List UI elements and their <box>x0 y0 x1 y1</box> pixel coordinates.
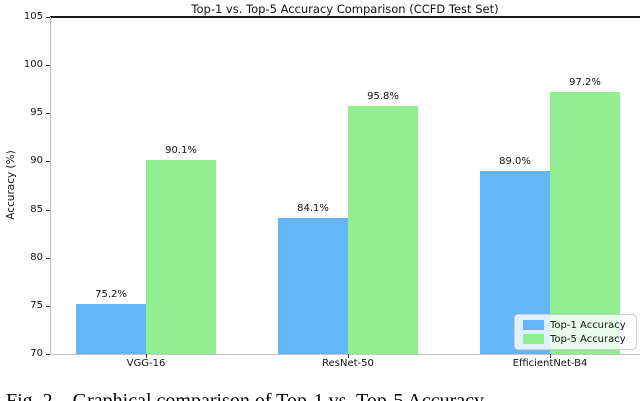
x-tick-mark <box>348 354 349 358</box>
bar-top-1-accuracy-vgg-16 <box>76 303 146 354</box>
y-tick-label: 95 <box>30 107 43 119</box>
x-tick-label: VGG-16 <box>126 358 166 369</box>
y-tick-mark <box>46 17 50 18</box>
legend-entry: Top-5 Accuracy <box>515 334 636 345</box>
bar-value-label: 90.1% <box>165 145 197 157</box>
figure-caption: Fig. 2. Graphical comparison of Top-1 vs… <box>6 390 485 401</box>
bar-top-1-accuracy-resnet-50 <box>278 218 348 354</box>
bar-value-label: 95.8% <box>367 90 399 102</box>
bar-value-label: 75.2% <box>95 288 127 300</box>
legend-swatch <box>523 320 544 330</box>
y-tick-label: 100 <box>23 59 43 71</box>
axis-spine-left <box>50 17 51 354</box>
y-tick-mark <box>46 65 50 67</box>
y-tick-label: 85 <box>30 203 43 215</box>
legend-entry: Top-1 Accuracy <box>515 320 636 331</box>
legend-entry-label: Top-1 Accuracy <box>550 319 626 331</box>
x-tick-mark <box>550 354 551 358</box>
bar-top-5-accuracy-efficientnet-b4 <box>550 92 620 354</box>
y-tick-mark <box>46 209 50 211</box>
x-tick-label: EfficientNet-B4 <box>512 358 588 369</box>
legend-swatch <box>523 334 544 344</box>
y-tick-mark <box>46 113 50 115</box>
bar-value-label: 84.1% <box>297 203 329 215</box>
y-tick-label: 75 <box>30 299 43 311</box>
x-tick-label: ResNet-50 <box>322 358 374 369</box>
y-tick-mark <box>46 161 50 163</box>
bar-value-label: 97.2% <box>569 77 601 89</box>
y-tick-mark <box>46 257 50 259</box>
legend-entry-label: Top-5 Accuracy <box>550 333 626 345</box>
y-tick-label: 105 <box>23 11 43 22</box>
chart-title: Top-1 vs. Top-5 Accuracy Comparison (CCF… <box>191 2 499 16</box>
bar-top-5-accuracy-vgg-16 <box>146 160 216 354</box>
bar-value-label: 89.0% <box>499 156 531 168</box>
axis-spine-bottom <box>50 354 640 355</box>
legend-box: Top-1 Accuracy Top-5 Accuracy <box>514 314 637 350</box>
axis-spine-top <box>50 16 640 18</box>
y-tick-label: 70 <box>30 348 43 359</box>
bar-top-5-accuracy-resnet-50 <box>348 105 418 354</box>
y-tick-label: 80 <box>30 251 43 263</box>
y-tick-label: 90 <box>30 155 43 167</box>
y-axis-label: Accuracy (%) <box>5 150 17 220</box>
y-tick-mark <box>46 305 50 307</box>
y-tick-mark <box>46 354 50 355</box>
x-tick-mark <box>146 354 147 358</box>
